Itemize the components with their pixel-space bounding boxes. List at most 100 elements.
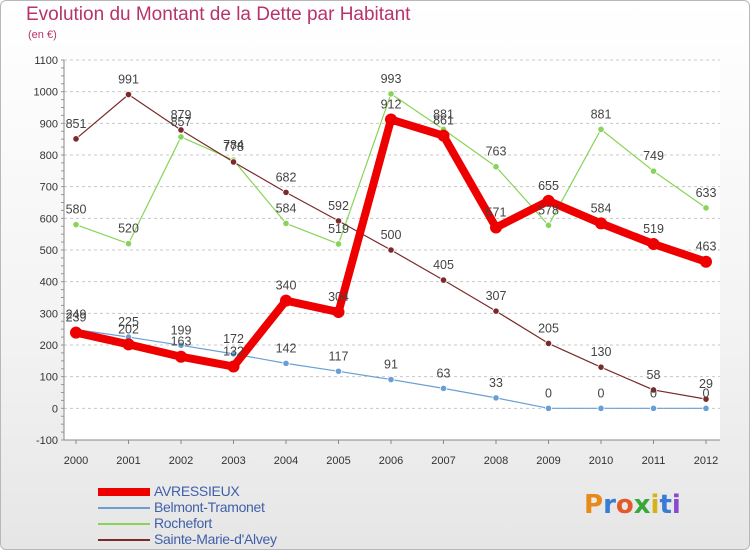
data-point (492, 163, 500, 171)
y-tick-label: 1000 (34, 87, 58, 99)
data-label: 58 (647, 368, 661, 382)
data-label: 307 (486, 289, 507, 303)
data-label: 239 (66, 311, 87, 325)
data-point (387, 375, 395, 384)
logo-letter: t (659, 490, 672, 520)
chart-title: Evolution du Montant de la Dette par Hab… (26, 4, 411, 25)
data-point (124, 240, 133, 248)
logo-letter: x (633, 490, 651, 520)
data-point (702, 204, 710, 212)
series-lines (70, 90, 712, 412)
data-point (492, 307, 500, 315)
y-tick-label: 100 (40, 372, 58, 384)
data-point (544, 221, 553, 229)
data-label: 571 (486, 206, 507, 220)
y-tick-label: 600 (40, 213, 58, 225)
data-label: 142 (276, 341, 297, 355)
data-point (280, 294, 292, 307)
data-point (177, 126, 185, 134)
data-point (334, 217, 343, 225)
data-label: 851 (66, 117, 87, 131)
chart-subtitle: (en €) (28, 29, 57, 41)
data-point (385, 113, 397, 126)
data-label: 172 (223, 332, 244, 346)
data-point (387, 246, 395, 254)
data-label: 130 (591, 345, 612, 359)
legend-label: Belmont-Tramonet (154, 499, 265, 515)
legend-swatch (98, 488, 150, 496)
data-point (490, 221, 502, 234)
data-point (647, 237, 660, 250)
data-label: 749 (643, 149, 664, 163)
data-point (229, 350, 238, 358)
data-point (437, 129, 450, 142)
x-tick-label: 2002 (169, 455, 193, 467)
y-tick-label: 900 (40, 118, 58, 130)
data-label: 202 (118, 322, 139, 336)
y-tick-label: 300 (40, 308, 58, 320)
data-point (124, 90, 133, 99)
x-tick-label: 2004 (274, 455, 298, 467)
data-label: 881 (433, 107, 454, 121)
data-label: 91 (384, 358, 398, 372)
data-label: 778 (223, 140, 244, 154)
data-label: 991 (118, 73, 139, 87)
data-label: 249 (66, 307, 87, 321)
x-tick-label: 2005 (326, 455, 350, 467)
data-label: 592 (328, 199, 349, 213)
data-label: 584 (276, 201, 297, 215)
data-label: 132 (223, 345, 244, 359)
y-tick-label: 800 (40, 150, 58, 162)
legend-label: Sainte-Marie-d'Alvey (154, 531, 277, 547)
logo-letter: i (650, 490, 660, 520)
y-tick-label: -100 (36, 435, 58, 447)
data-label: 519 (328, 222, 349, 236)
data-label: 993 (381, 72, 402, 86)
data-point (227, 360, 240, 373)
logo-letter: r (603, 490, 616, 520)
data-point (175, 350, 187, 363)
data-point (282, 188, 290, 196)
data-point (597, 404, 605, 412)
logo-letter: i (671, 490, 681, 520)
legend-label: Rochefort (154, 515, 212, 531)
logo-letter: o (615, 490, 634, 520)
y-tick-label: 700 (40, 182, 58, 194)
data-point (334, 240, 343, 248)
data-label: 29 (699, 377, 713, 391)
legend-label: AVRESSIEUX (154, 483, 240, 499)
data-label: 520 (118, 222, 139, 236)
data-point (282, 359, 290, 367)
legend-swatch (98, 539, 150, 541)
x-tick-label: 2008 (484, 455, 508, 467)
data-label: 0 (650, 386, 657, 400)
data-point (649, 404, 658, 412)
data-point (177, 341, 185, 349)
legend-swatch (98, 507, 150, 509)
data-point (70, 326, 82, 339)
proxiti-logo: Proxiti (584, 490, 681, 520)
data-point (544, 404, 553, 412)
data-point (702, 395, 710, 403)
x-tick-label: 2009 (536, 455, 560, 467)
data-point (649, 386, 658, 394)
data-point (492, 394, 500, 402)
data-label: 225 (118, 315, 139, 329)
data-point (700, 255, 712, 268)
data-label: 682 (276, 170, 297, 184)
data-label: 578 (538, 203, 559, 217)
data-point (122, 338, 135, 351)
data-labels: 239 202 163 132 340 304 912 861 571 655 584 519 463 2… (66, 72, 717, 400)
data-label: 304 (328, 290, 349, 304)
data-label: 340 (276, 279, 297, 293)
data-point (439, 384, 448, 392)
data-label: 763 (486, 145, 507, 159)
x-tick-label: 2011 (642, 455, 666, 467)
data-label: 580 (66, 203, 87, 217)
data-label: 861 (433, 114, 454, 128)
data-point (387, 90, 395, 98)
data-point (72, 221, 80, 229)
data-point (544, 339, 553, 348)
y-tick-label: 200 (40, 340, 58, 352)
data-point (332, 306, 345, 319)
